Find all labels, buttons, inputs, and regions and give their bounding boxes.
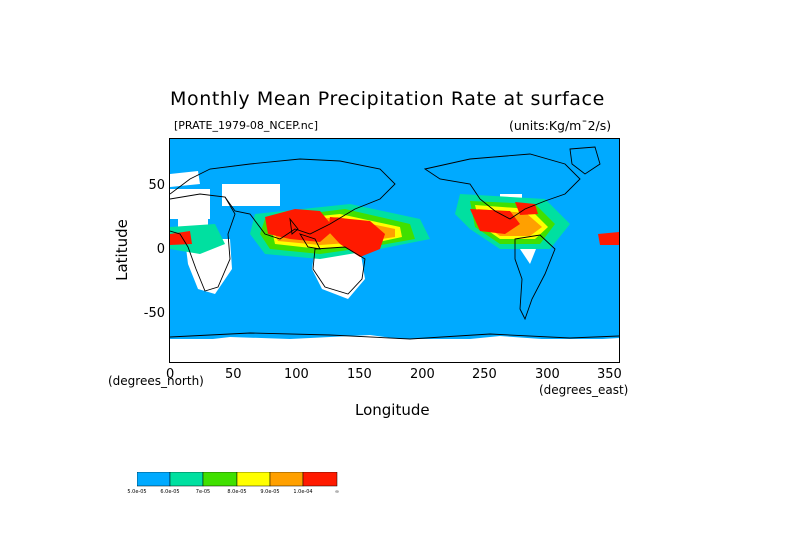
colorbar-label: 1.0e-04 [293,489,313,495]
colorbar-label: 7e-05 [195,489,211,495]
chart-title: Monthly Mean Precipitation Rate at surfa… [170,88,605,110]
x-tick-label: 300 [535,367,560,382]
colorbar-label: 8.0e-05 [227,489,247,495]
x-tick-label: 0 [166,367,175,382]
file-label: [PRATE_1979-08_NCEP.nc] [174,119,319,132]
colorbar-swatch [137,472,171,487]
colorbar-label: ∞ [334,489,340,495]
colorbar-swatch [302,472,338,487]
precipitation-map [169,138,620,363]
colorbar-swatch [202,472,238,487]
x-tick-label: 200 [410,367,435,382]
x-tick-label: 350 [597,367,622,382]
x-tick-label: 50 [225,367,242,382]
x-tick-label: 150 [347,367,372,382]
coastlines [170,146,619,340]
x-axis-label: Longitude [355,401,430,419]
y-unit-label: (degrees_north) [108,374,204,388]
colorbar-label: 6.0e-05 [160,489,180,495]
y-axis-label: Latitude [113,219,131,281]
colorbar-swatch [236,472,271,487]
x-unit-label: (degrees_east) [539,383,629,397]
colorbar [137,472,338,487]
y-tick-label: -50 [143,306,165,321]
colorbar-label: 5.0e-05 [127,489,147,495]
x-tick-label: 250 [472,367,497,382]
y-tick-label: 50 [148,178,165,193]
colorbar-swatch [169,472,204,487]
colorbar-swatch [269,472,304,487]
high-precip-regions [170,202,619,257]
x-tick-label: 100 [284,367,309,382]
y-tick-label: 0 [156,242,165,257]
colorbar-label: 9.0e-05 [260,489,280,495]
units-label: (units:Kg/m¯2/s) [509,118,612,133]
